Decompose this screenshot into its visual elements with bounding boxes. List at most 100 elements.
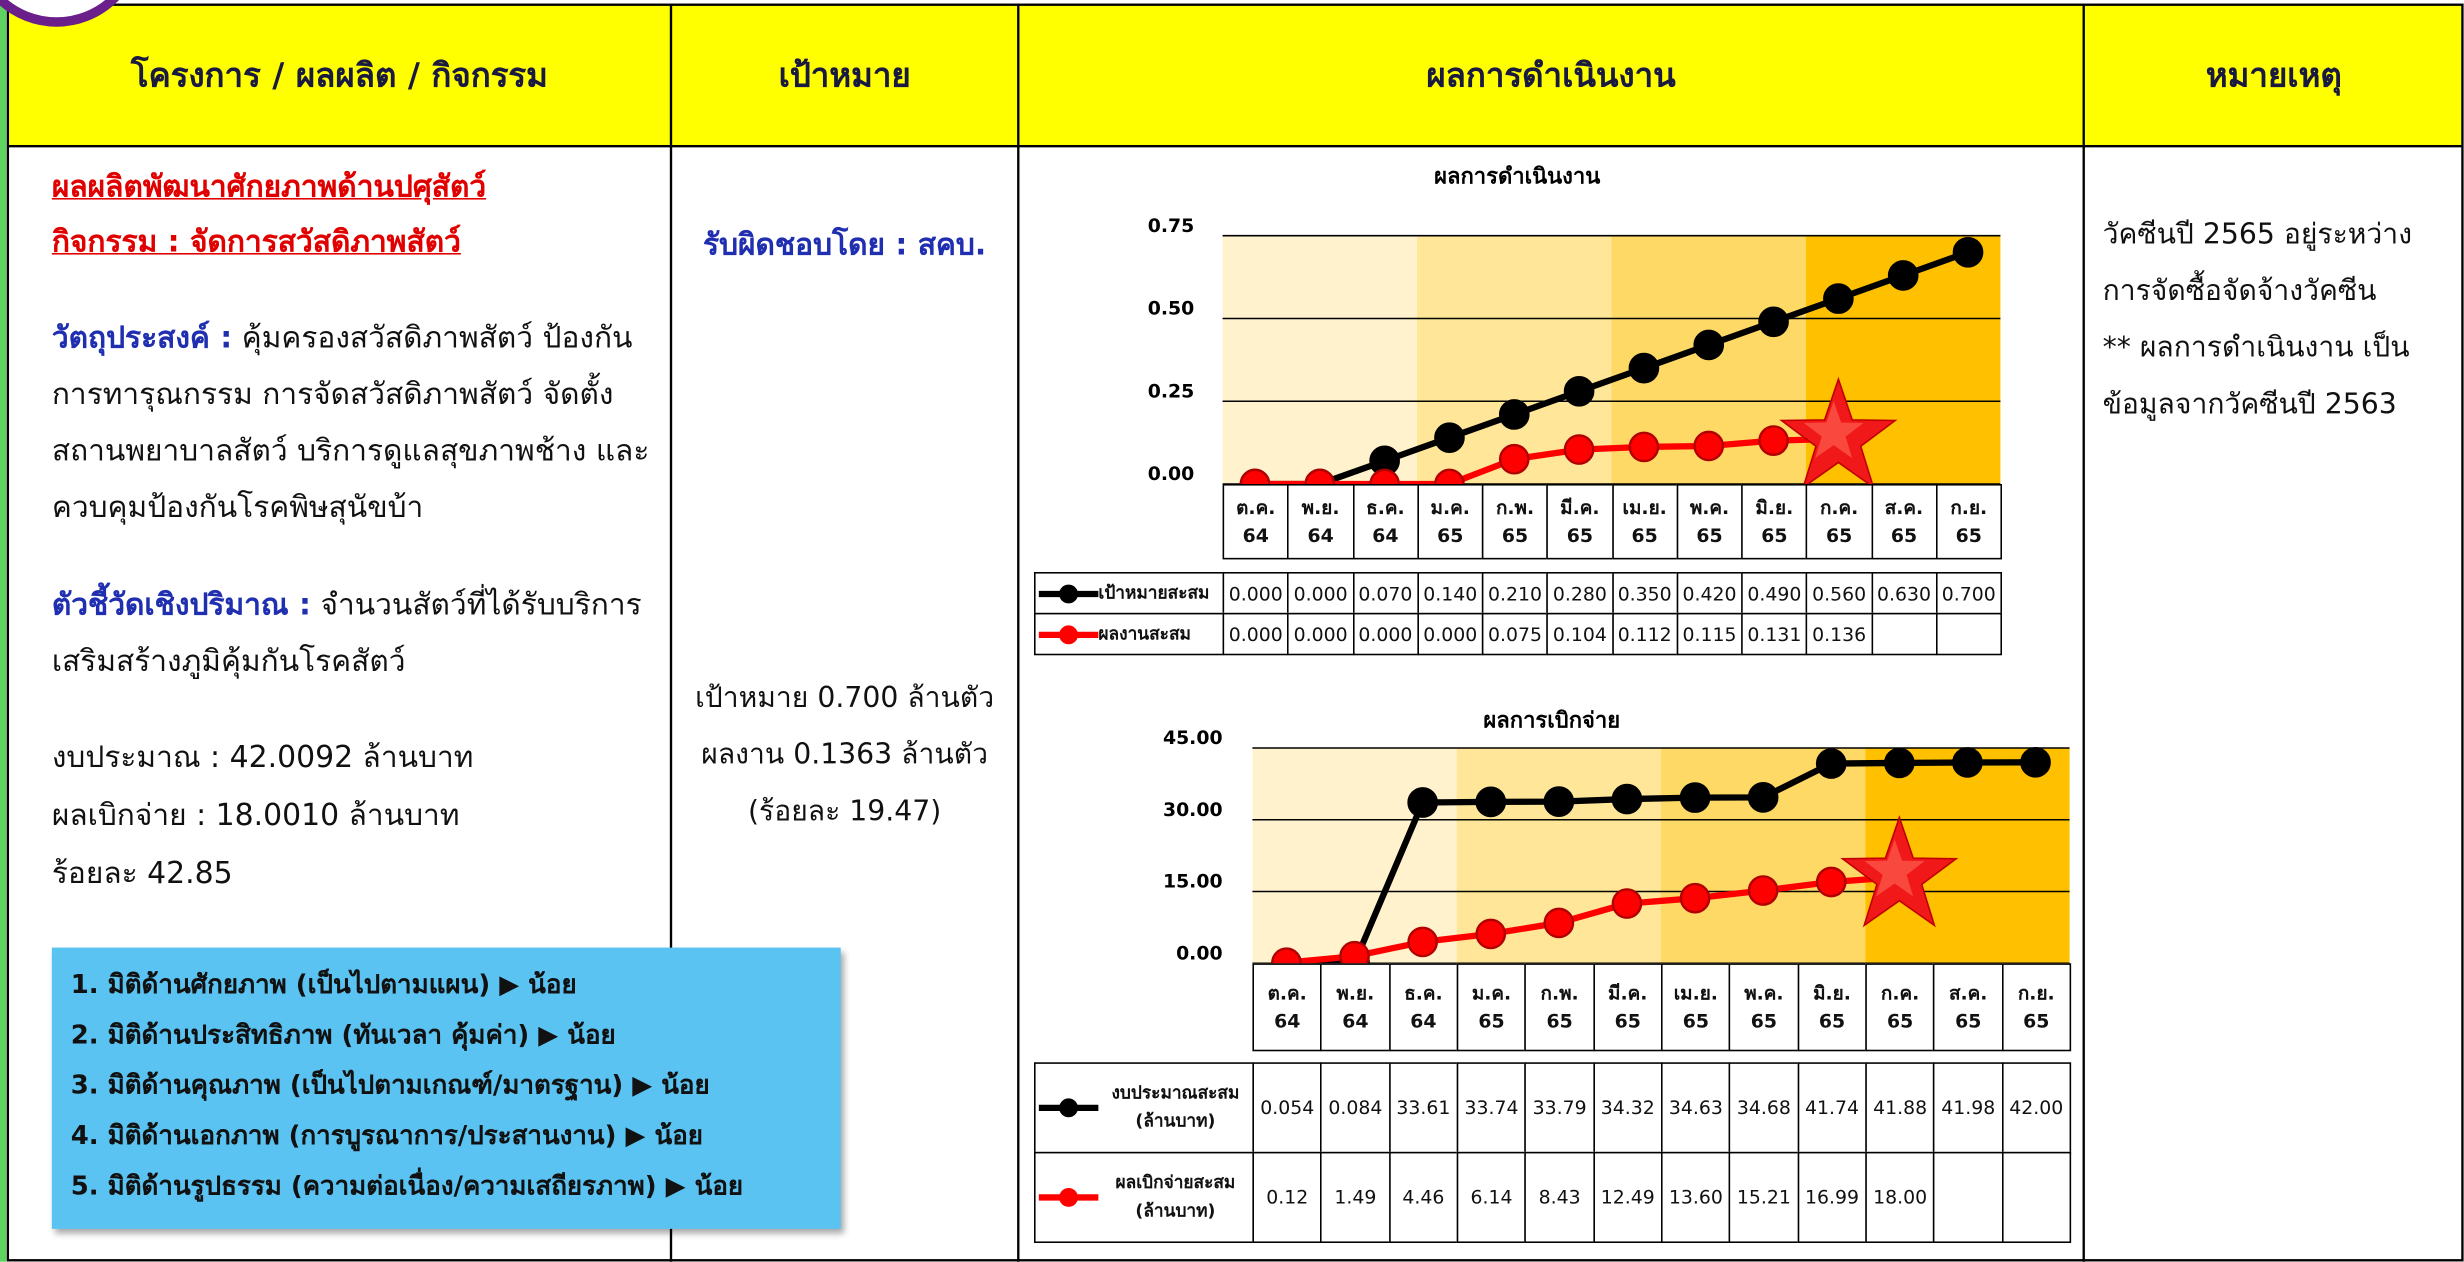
value-cell: 0.104 [1546,612,1614,656]
legend-entry: ผลเบิกจ่ายสะสม (ล้านบาท) [1034,1151,1255,1244]
remarks: วัคซีนปี 2565 อยู่ระหว่าง การจัดซื้อจัดจ… [2103,207,2412,433]
category-label: ก.พ. 65 [1524,963,1595,1052]
value-cell: 0.115 [1676,612,1743,656]
legend-dot [1059,624,1078,644]
category-label: เม.ย. 65 [1611,484,1678,560]
data-point [1952,747,1983,778]
data-point [1475,918,1507,950]
data-point [1884,747,1915,779]
data-point [1407,926,1438,958]
dimension-item: 2. มิติด้านประสิทธิภาพ (ทันเวลา คุ้มค่า)… [70,1019,616,1050]
data-point [1693,430,1725,462]
data-point [1611,888,1643,919]
value-cell: 0.350 [1611,572,1678,615]
output-title: ผลผลิตพัฒนาศักยภาพด้านปศุสัตว์ [51,169,487,205]
value-cell: 41.98 [1933,1062,2004,1154]
value-cell: 13.60 [1661,1151,1731,1244]
value-cell: 0.700 [1935,572,2003,615]
target-line: (ร้อยละ 19.47) [747,795,942,829]
value-cell: 8.43 [1524,1151,1595,1244]
data-point [1693,329,1725,361]
band [1661,748,1866,964]
category-label: ก.พ. 65 [1481,484,1549,560]
value-cell: 0.084 [1320,1062,1391,1154]
value-cell: 33.61 [1388,1062,1459,1154]
dimension-item: 1. มิติด้านศักยภาพ (เป็นไปตามแผน) ▶ น้อย [70,969,577,1000]
value-cell: 0.560 [1805,572,1873,615]
remark-line: ข้อมูลจากวัคซีนปี 2563 [2102,388,2397,422]
value-cell: 0.112 [1611,612,1678,656]
value-cell: 15.21 [1729,1151,1799,1244]
value-cell: 0.210 [1481,572,1549,615]
value-cell: 34.32 [1592,1062,1663,1154]
band [1222,235,1418,485]
data-point [1628,431,1660,463]
y-tick-label: 0.50 [1148,299,1195,320]
legend-marker [1038,1098,1099,1118]
category-label: มิ.ย. 65 [1797,963,1867,1052]
remark-line: ** ผลการดำเนินงาน เป็น [2102,331,2410,365]
category-label: พ.ค. 65 [1676,484,1743,560]
value-cell: 1.49 [1320,1151,1391,1244]
value-cell: 0.000 [1287,612,1354,656]
data-point [1475,786,1507,818]
value-cell: 0.000 [1352,612,1419,656]
value-cell [1933,1151,2004,1244]
value-cell: 0.054 [1252,1062,1323,1154]
legend-name: งบประมาณสะสม (ล้านบาท) [1111,1082,1240,1132]
side-stripe [0,0,7,1262]
value-cell: 34.63 [1661,1062,1731,1154]
value-cell: 0.000 [1417,612,1484,656]
legend-name: ผลงานสะสม [1098,623,1191,644]
data-point [1823,283,1854,314]
header-cell: ผลการดำเนินงาน [1426,55,1676,94]
objective-text: คุ้มครองสวัสดิภาพสัตว์ ป้องกัน การทารุณก… [51,320,650,525]
category-label: ม.ค. 65 [1456,963,1527,1052]
legend-entry: ผลงานสะสม [1034,612,1225,656]
category-label: ก.ย. 65 [2001,963,2072,1052]
legend-dot [1059,1098,1078,1118]
data-point [1563,434,1595,465]
target-line: ผลงาน 0.1363 ล้านตัว [701,738,988,772]
responsible: รับผิดชอบโดย : สคบ. [703,227,987,263]
data-point [1758,306,1789,338]
data-point [1952,236,1984,268]
category-label: ธ.ค. 64 [1388,963,1459,1052]
data-point [1434,422,1465,453]
data-point [1887,260,1919,291]
value-cell: 0.131 [1741,612,1808,656]
category-label: ม.ค. 65 [1417,484,1484,560]
header-cell: โครงการ / ผลผลิต / กิจกรรม [130,55,548,94]
category-label: เม.ย. 65 [1661,963,1731,1052]
chart-title: ผลการเบิกจ่าย [1483,708,1620,733]
series-line [1286,874,1900,966]
remark-line: การจัดซื้อจัดจ้างวัคซีน [2102,275,2377,309]
legend-entry: เป้าหมายสะสม [1034,572,1225,615]
legend-entry: งบประมาณสะสม (ล้านบาท) [1034,1062,1255,1154]
value-cell: 0.000 [1222,612,1289,656]
indicator: ตัวชี้วัดเชิงปริมาณ : จำนวนสัตว์ที่ได้รั… [52,577,657,690]
legend-marker [1038,1188,1099,1207]
y-tick-label: 0.00 [1176,943,1223,964]
legend-marker [1038,624,1099,644]
target-line: เป้าหมาย 0.700 ล้านตัว [695,682,995,716]
objective-label: วัตถุประสงค์ : [51,320,233,356]
y-tick-label: 0.25 [1148,381,1195,402]
data-point [1758,425,1789,456]
legend-marker [1038,583,1099,603]
category-label: ส.ค. 65 [1870,484,1938,560]
y-tick-label: 30.00 [1163,800,1223,821]
data-point [1498,399,1530,430]
value-cell: 33.79 [1524,1062,1595,1154]
category-label: มิ.ย. 65 [1741,484,1808,560]
legend-name: เป้าหมายสะสม [1098,582,1210,603]
data-point [1543,786,1575,817]
category-label: ก.ย. 65 [1935,484,2003,560]
y-tick-label: 0.00 [1148,464,1195,485]
value-cell: 0.000 [1287,572,1354,615]
header-cell: หมายเหตุ [2205,55,2342,94]
value-cell [1935,612,2003,656]
data-point [1611,783,1643,815]
